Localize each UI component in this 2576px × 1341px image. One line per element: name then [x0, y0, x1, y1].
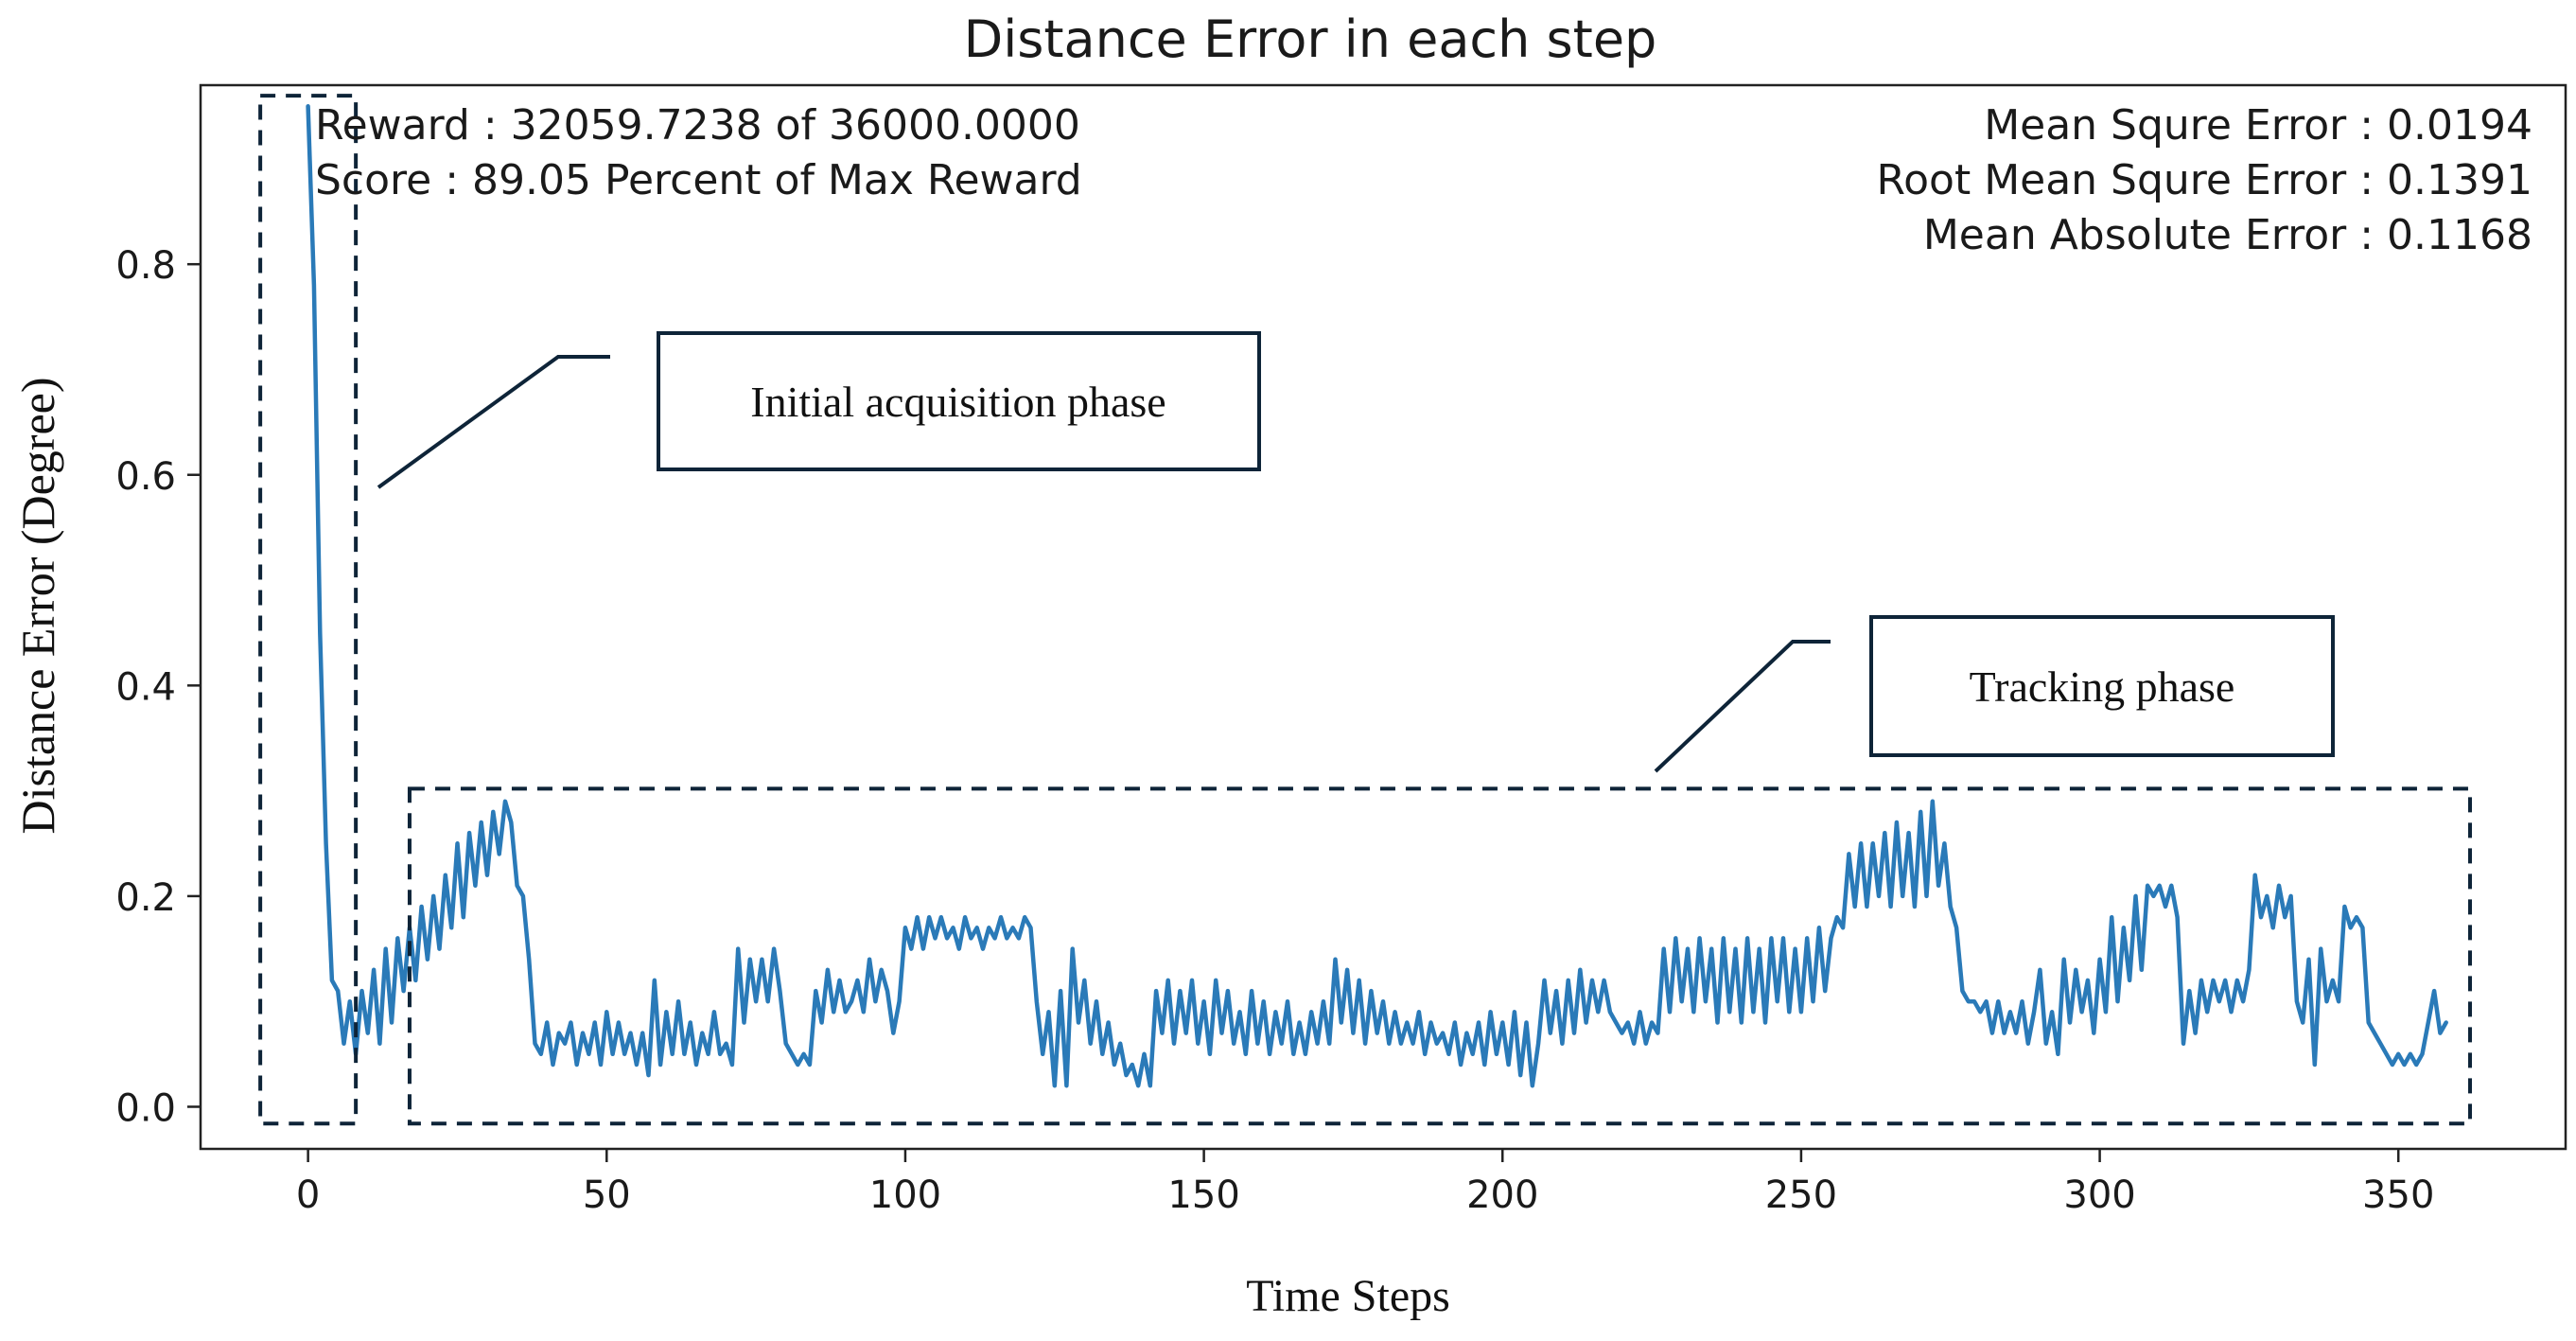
y-axis: 0.0 0.2 0.4 0.6 0.8 [115, 244, 201, 1130]
initial-phase-callout-box [657, 331, 1261, 471]
series-line-distance-error [306, 104, 2448, 1088]
x-tick-label: 300 [2063, 1173, 2135, 1217]
score-annotation: Score : 89.05 Percent of Max Reward [315, 156, 1082, 204]
x-tick-label: 350 [2362, 1173, 2434, 1217]
reward-annotation: Reward : 32059.7238 of 36000.0000 [315, 101, 1080, 150]
chart-title: Distance Error in each step [964, 9, 1657, 69]
tracking-phase-region-box [407, 786, 2472, 1126]
initial-phase-callout-label: Initial acquisition phase [750, 378, 1165, 426]
y-axis-label: Distance Error (Degree) [11, 377, 64, 834]
y-tick-label: 0.0 [115, 1086, 176, 1130]
mae-annotation: Mean Absolute Error : 0.1168 [1923, 211, 2532, 259]
rmse-annotation: Root Mean Squre Error : 0.1391 [1877, 156, 2532, 204]
x-tick-label: 100 [869, 1173, 941, 1217]
x-axis-label: Time Steps [1246, 1271, 1450, 1321]
x-tick-label: 250 [1765, 1173, 1837, 1217]
x-tick-label: 50 [583, 1173, 631, 1217]
tracking-phase-callout-box [1869, 615, 2335, 757]
x-axis: 0 50 100 150 200 250 300 350 [296, 1149, 2434, 1217]
plot-area-frame [199, 83, 2567, 1151]
mse-annotation: Mean Squre Error : 0.0194 [1984, 101, 2532, 150]
tracking-phase-leader-line [1654, 640, 1831, 773]
y-tick-label: 0.8 [115, 244, 176, 288]
x-tick-label: 150 [1167, 1173, 1239, 1217]
y-tick-label: 0.6 [115, 455, 176, 499]
y-tick-label: 0.4 [115, 665, 176, 709]
tracking-phase-callout-label: Tracking phase [1970, 662, 2235, 711]
x-tick-label: 0 [296, 1173, 320, 1217]
y-tick-label: 0.2 [115, 876, 176, 920]
initial-phase-leader-line [377, 355, 610, 489]
x-tick-label: 200 [1466, 1173, 1538, 1217]
